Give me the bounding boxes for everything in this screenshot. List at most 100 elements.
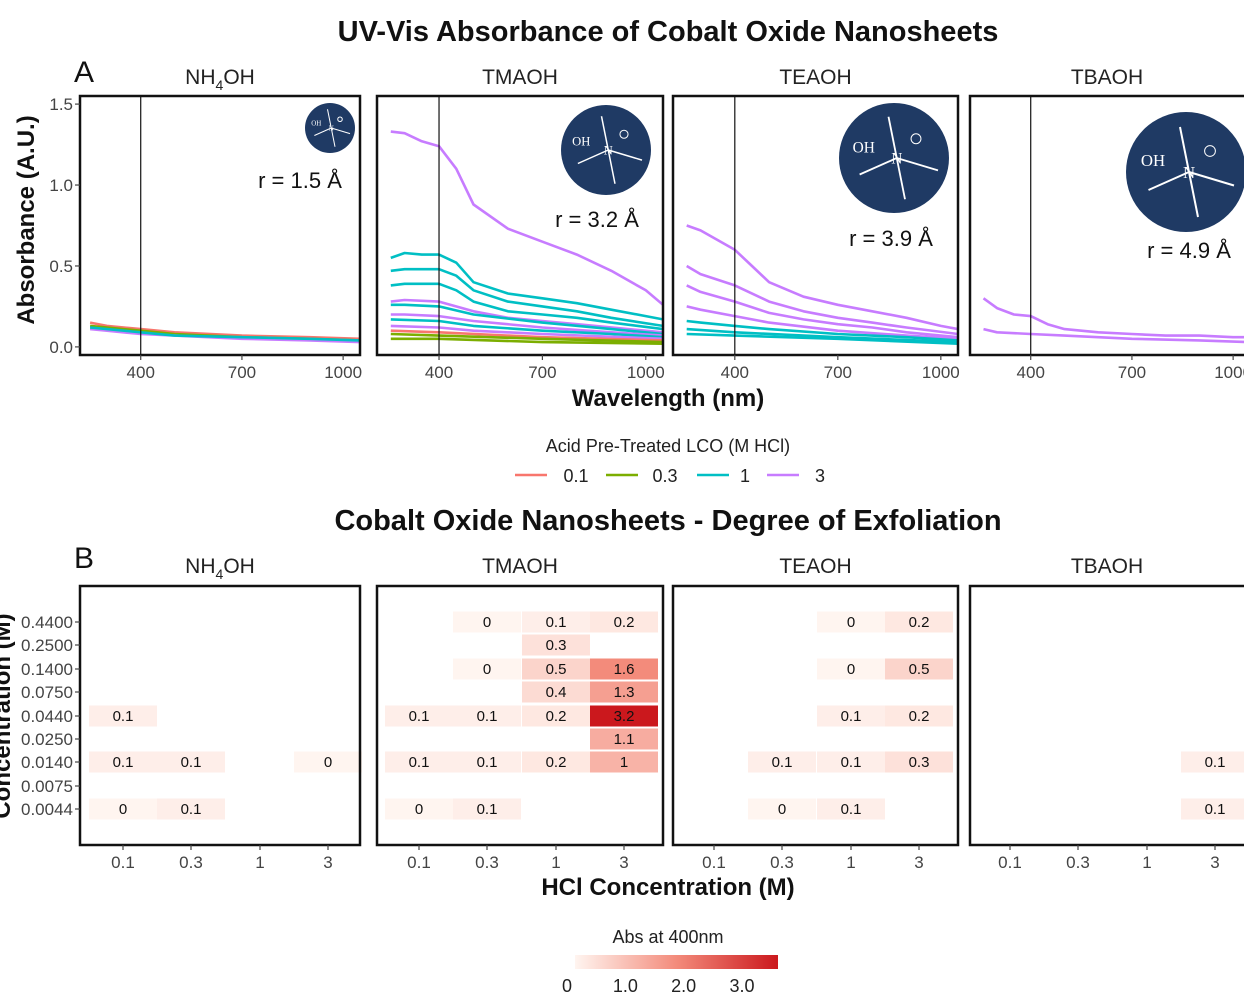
heatmap-cell: 0.1 <box>1181 798 1244 820</box>
heatmap-value-label: 0.1 <box>113 708 134 725</box>
absorbance-series-line <box>686 332 958 345</box>
heatmap-value-label: 0 <box>847 614 855 631</box>
heatmap-cell: 0.1 <box>89 705 157 727</box>
legend-item: 0.1 <box>515 466 589 486</box>
heatmap-cell: 0.1 <box>817 705 885 727</box>
heatmap-tile <box>885 751 953 773</box>
legend-label: 0.1 <box>563 466 588 486</box>
absorbance-series-line <box>686 319 958 342</box>
facet-label: TEAOH <box>779 555 851 578</box>
heatmap-tile <box>748 798 816 820</box>
uvvis-plot-area: NH4OH 400 700 1000 OH Nr = 1.5 Å TMAOH 400 700 10… <box>49 66 1244 382</box>
heatmap-tile <box>453 705 521 727</box>
absorbance-series-line <box>89 321 360 341</box>
heatmap-tile <box>590 658 658 680</box>
x-axis-title-a: Wavelength (nm) <box>572 385 764 412</box>
heatmap-cell: 0.2 <box>885 705 953 727</box>
heatmap-tile <box>1181 751 1244 773</box>
heatmap-value-label: 3.2 <box>614 708 635 725</box>
heatmap-tile <box>522 681 590 703</box>
heatmap-cell: 0.1 <box>89 751 157 773</box>
facet-frame <box>375 94 665 357</box>
heatmap-cell: 0 <box>294 751 362 773</box>
heatmap-cell: 0.2 <box>590 611 658 633</box>
heatmap-tile <box>590 728 658 750</box>
absorbance-series-line <box>390 130 663 306</box>
heatmap-cell: 0.2 <box>522 751 590 773</box>
heatmap-value-label: 0.1 <box>841 801 862 818</box>
x-tick-label: 1000 <box>1214 363 1244 382</box>
colorbar-tick-label: 3.0 <box>729 976 754 995</box>
absorbance-series-line <box>390 318 663 339</box>
absorbance-series-line <box>390 313 663 337</box>
facet-frame <box>375 584 665 847</box>
heatmap-tile <box>89 705 157 727</box>
heatmap-value-label: 0.1 <box>181 754 202 771</box>
x-tick-label: 3 <box>1210 853 1219 872</box>
y-axis-title-a: Absorbance (A.U.) <box>13 115 40 324</box>
legend-a-title: Acid Pre-Treated LCO (M HCl) <box>546 436 790 456</box>
heatmap-tile <box>590 705 658 727</box>
panel-b-letter: B <box>74 542 94 575</box>
heatmap-tile <box>522 751 590 773</box>
legend-label: 1 <box>740 466 750 486</box>
heatmap-tile <box>157 798 225 820</box>
heatmap-plot-area: NH4OH 0.1 0.1 0.1 0 0 0.1 0.1 0.3 1 3 TMAOH 0 0.1 0.2 0… <box>21 555 1244 872</box>
facet-frame <box>671 94 960 357</box>
legend-item: 3 <box>767 466 825 486</box>
heatmap-value-label: 1.6 <box>614 661 635 678</box>
x-tick-label: 700 <box>1118 363 1146 382</box>
y-tick-label: 1.5 <box>49 95 73 114</box>
heatmap-tile <box>89 798 157 820</box>
absorbance-series-line <box>390 337 663 345</box>
x-tick-label: 1 <box>255 853 264 872</box>
heatmap-value-label: 0.1 <box>409 708 430 725</box>
facet-label: TMAOH <box>482 555 558 578</box>
x-tick-label: 3 <box>323 853 332 872</box>
facet-frame <box>78 94 362 357</box>
heatmap-value-label: 0.1 <box>546 614 567 631</box>
y-tick-label: 0.4400 <box>21 613 73 632</box>
facet-lines <box>89 321 360 344</box>
svg-text:N: N <box>604 144 613 158</box>
heatmap-cell: 0.1 <box>748 751 816 773</box>
heatmap-value-label: 0.2 <box>909 708 930 725</box>
y-tick-label: 1.0 <box>49 176 73 195</box>
heatmap-tile <box>385 705 453 727</box>
heatmap-value-label: 1.1 <box>614 731 635 748</box>
molecule-structure-icon: OH N <box>1126 112 1244 232</box>
x-tick-label: 1 <box>846 853 855 872</box>
x-tick-label: 3 <box>914 853 923 872</box>
facet-frame <box>671 584 960 847</box>
heatmap-cell: 0.1 <box>385 751 453 773</box>
heatmap-cell: 1 <box>590 751 658 773</box>
absorbance-series-line <box>89 326 360 342</box>
heatmap-value-label: 0.1 <box>772 754 793 771</box>
x-tick-label: 0.1 <box>702 853 726 872</box>
heatmap-value-label: 0 <box>119 801 127 818</box>
ion-radius-label: r = 4.9 Å <box>1147 238 1231 263</box>
facet-label: TBAOH <box>1071 555 1143 578</box>
x-tick-label: 1 <box>1142 853 1151 872</box>
heatmap-tile <box>590 611 658 633</box>
absorbance-series-line <box>686 305 958 341</box>
heatmap-value-label: 0 <box>415 801 423 818</box>
heatmap-value-label: 0.1 <box>409 754 430 771</box>
heatmap-cell: 0.3 <box>885 751 953 773</box>
heatmap-cell: 0 <box>385 798 453 820</box>
y-tick-label: 0.5 <box>49 257 73 276</box>
heatmap-tile <box>157 751 225 773</box>
ion-radius-label: r = 3.9 Å <box>849 226 933 251</box>
colorbar-tick-label: 2.0 <box>671 976 696 995</box>
heatmap-value-label: 0 <box>324 754 332 771</box>
y-axis-title-b: Concentration (M) <box>0 613 16 818</box>
legend-label: 0.3 <box>652 466 677 486</box>
heatmap-tile <box>590 681 658 703</box>
absorbance-series-line <box>390 282 663 331</box>
heatmap-tile <box>885 611 953 633</box>
heatmap-value-label: 0.5 <box>546 661 567 678</box>
absorbance-series-line <box>390 251 663 321</box>
heatmap-value-label: 0 <box>483 661 491 678</box>
heatmap-cell: 0.1 <box>522 611 590 633</box>
heatmap-value-label: 0.1 <box>477 708 498 725</box>
